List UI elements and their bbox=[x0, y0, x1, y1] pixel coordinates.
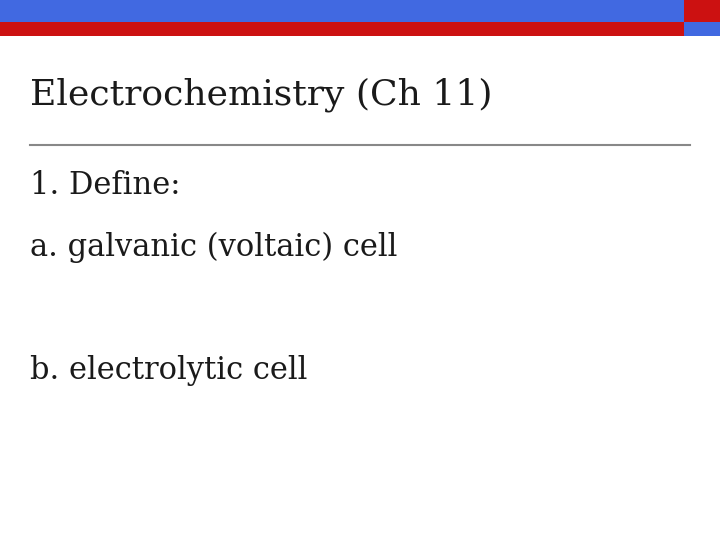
Bar bbox=[0, 0, 684, 22]
Text: a. galvanic (voltaic) cell: a. galvanic (voltaic) cell bbox=[30, 232, 397, 262]
Bar bbox=[684, 0, 720, 22]
Text: Electrochemistry (Ch 11): Electrochemistry (Ch 11) bbox=[30, 78, 492, 112]
Text: 1. Define:: 1. Define: bbox=[30, 170, 181, 200]
Bar bbox=[0, 22, 684, 36]
Bar bbox=[684, 22, 720, 36]
Text: b. electrolytic cell: b. electrolytic cell bbox=[30, 355, 307, 387]
